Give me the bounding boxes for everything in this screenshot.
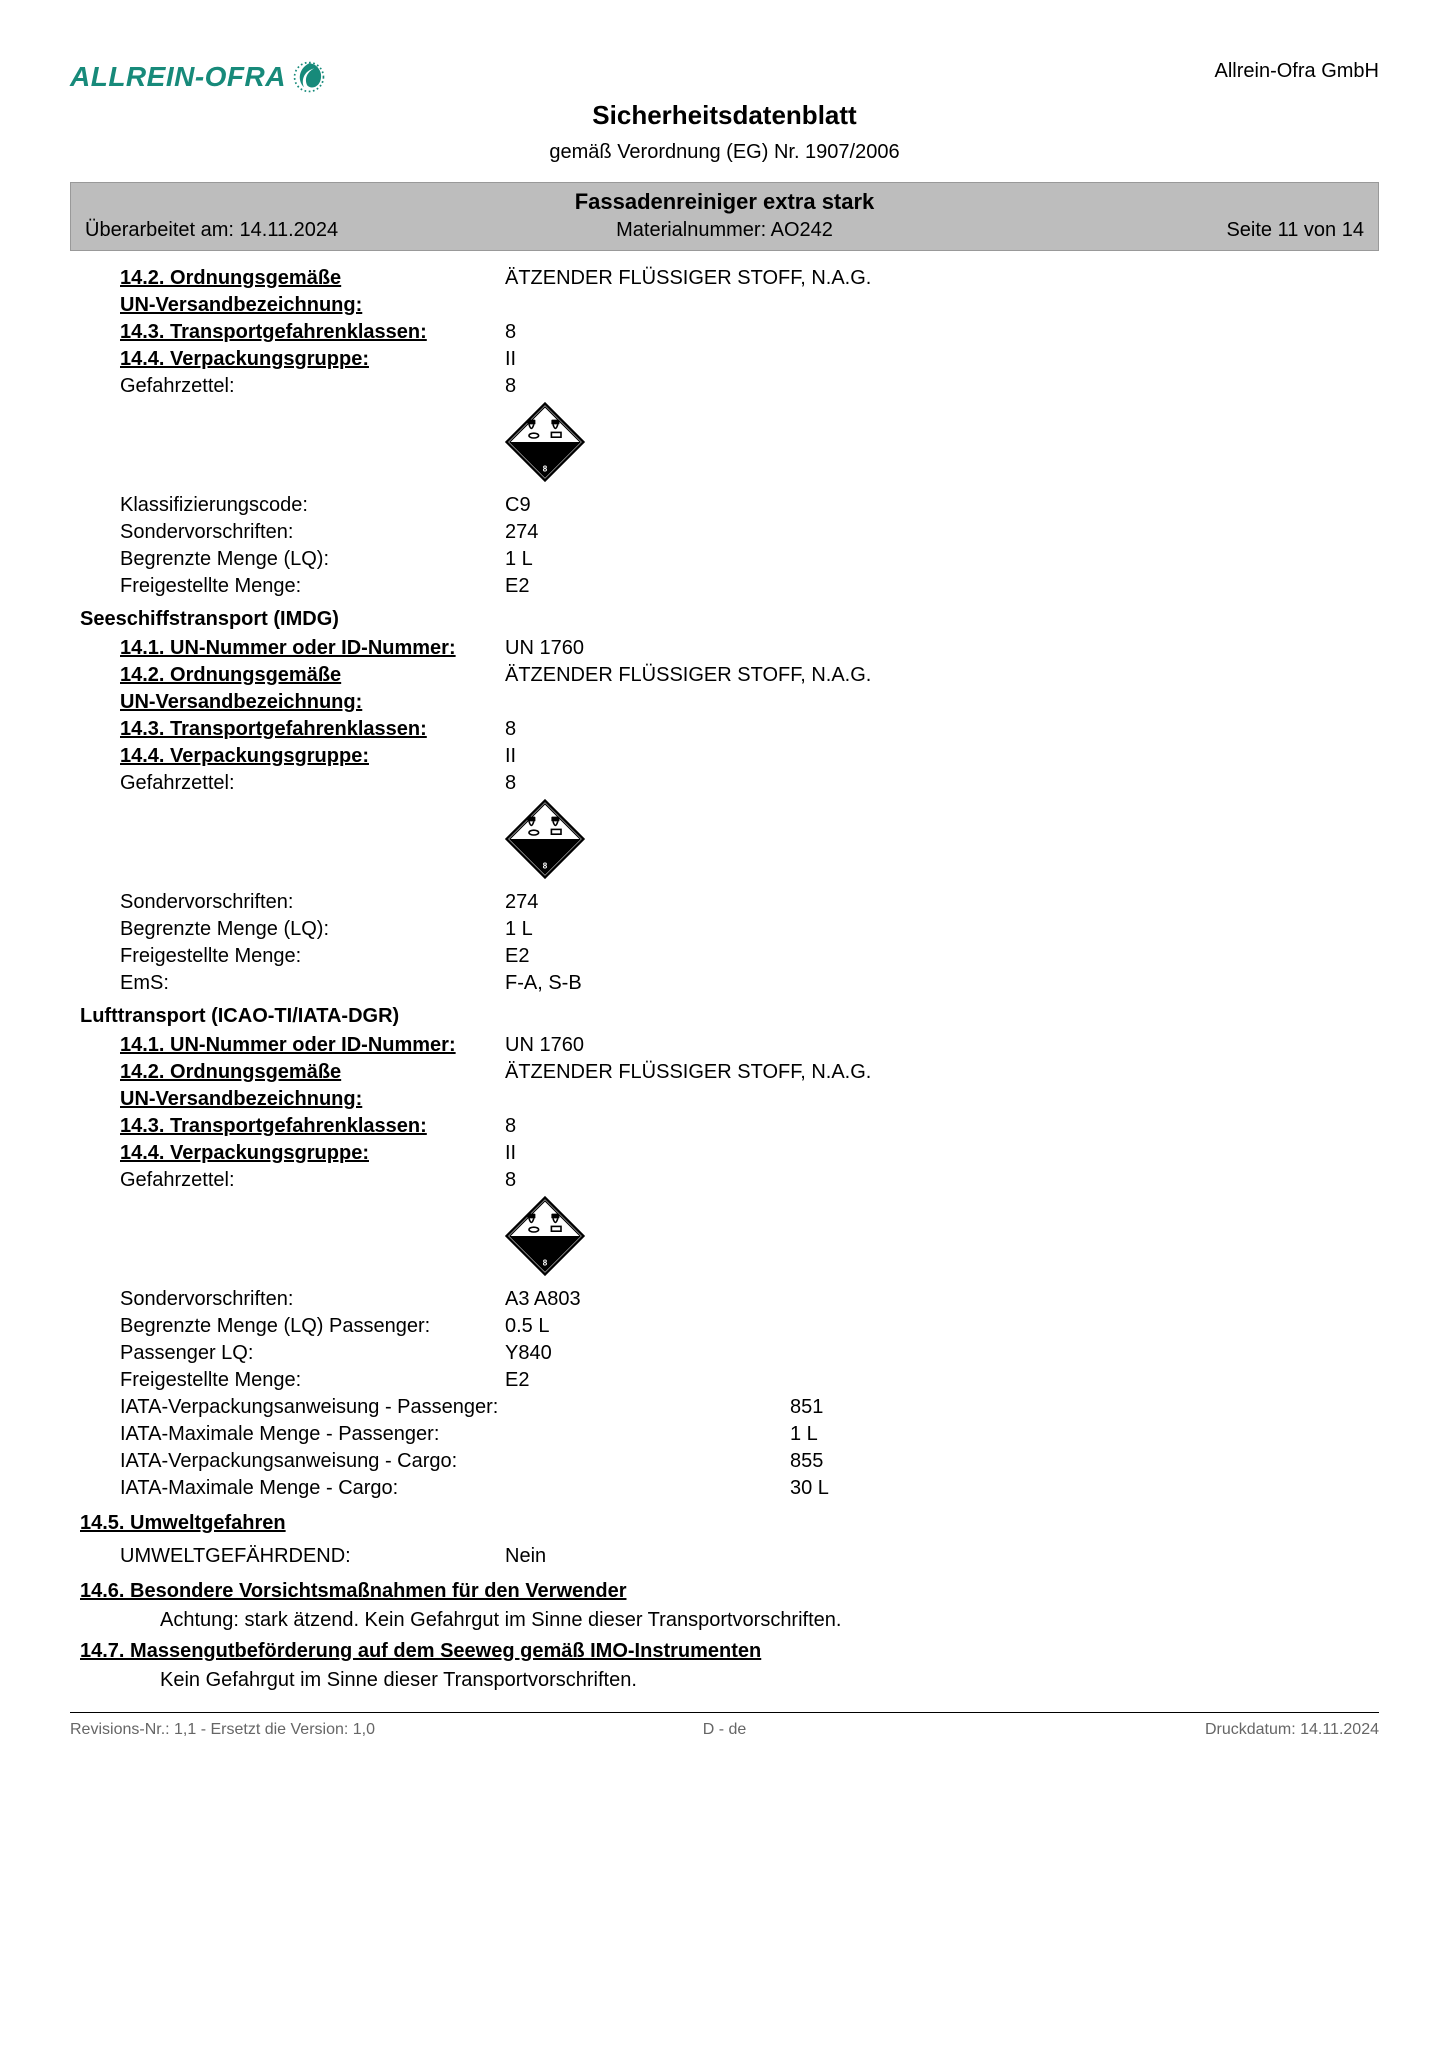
imdg-label-144: 14.4. Verpackungsgruppe: [120, 745, 369, 767]
label-frei: Freigestellte Menge: [70, 573, 505, 600]
revised-date: Überarbeitet am: 14.11.2024 [85, 219, 511, 242]
section-145: 14.5. Umweltgefahren [70, 1510, 1379, 1537]
imdg-value-142: ÄTZENDER FLÜSSIGER STOFF, N.A.G. [505, 662, 1379, 689]
section-icao: Lufttransport (ICAO-TI/IATA-DGR) [70, 1003, 1379, 1030]
icao-value-143: 8 [505, 1113, 1379, 1140]
imdg-value-141: UN 1760 [505, 635, 1379, 662]
imdg-label-141: 14.1. UN-Nummer oder ID-Nummer: [120, 637, 456, 659]
icao-value-plq: Y840 [505, 1340, 1379, 1367]
value-umwelt: Nein [505, 1543, 1379, 1570]
imdg-value-gef: 8 [505, 770, 1379, 797]
imdg-label-sond: Sondervorschriften: [70, 889, 505, 916]
icao-label-frei: Freigestellte Menge: [70, 1367, 505, 1394]
footer-lang: D - de [506, 1721, 942, 1739]
icao-label-imc: IATA-Maximale Menge - Cargo: [70, 1475, 790, 1502]
material-number: Materialnummer: AO242 [511, 219, 937, 242]
icao-value-142: ÄTZENDER FLÜSSIGER STOFF, N.A.G. [505, 1059, 1379, 1086]
icao-label-ivp: IATA-Verpackungsanweisung - Passenger: [70, 1394, 790, 1421]
hazard-8-icon [505, 799, 585, 879]
separator [70, 1712, 1379, 1713]
icao-value-imc: 30 L [790, 1475, 1379, 1502]
value-gefahrzettel: 8 [505, 373, 1379, 400]
note-147: Kein Gefahrgut im Sinne dieser Transport… [70, 1667, 1379, 1694]
hazard-8-icon [505, 1196, 585, 1276]
icao-label-imp: IATA-Maximale Menge - Passenger: [70, 1421, 790, 1448]
imdg-value-143: 8 [505, 716, 1379, 743]
section-imdg: Seeschiffstransport (IMDG) [70, 606, 1379, 633]
icao-value-frei: E2 [505, 1367, 1379, 1394]
note-146: Achtung: stark ätzend. Kein Gefahrgut im… [70, 1607, 1379, 1634]
label-gefahrzettel: Gefahrzettel: [70, 373, 505, 400]
label-umwelt: UMWELTGEFÄHRDEND: [70, 1543, 505, 1570]
imdg-value-144: II [505, 743, 1379, 770]
value-class: C9 [505, 492, 1379, 519]
label-sond: Sondervorschriften: [70, 519, 505, 546]
imdg-value-frei: E2 [505, 943, 1379, 970]
doc-subtitle: gemäß Verordnung (EG) Nr. 1907/2006 [70, 141, 1379, 164]
icao-value-lqp: 0.5 L [505, 1313, 1379, 1340]
content: 14.2. Ordnungsgemäße ÄTZENDER FLÜSSIGER S… [70, 265, 1379, 1694]
icao-label-143: 14.3. Transportgefahrenklassen: [120, 1115, 427, 1137]
page-number: Seite 11 von 14 [938, 219, 1364, 242]
icao-value-imp: 1 L [790, 1421, 1379, 1448]
icao-label-lqp: Begrenzte Menge (LQ) Passenger: [70, 1313, 505, 1340]
label-class: Klassifizierungscode: [70, 492, 505, 519]
imdg-label-143: 14.3. Transportgefahrenklassen: [120, 718, 427, 740]
imdg-label-142b: UN-Versandbezeichnung: [120, 691, 362, 713]
imdg-label-ems: EmS: [70, 970, 505, 997]
label-144: 14.4. Verpackungsgruppe: [120, 348, 369, 370]
logo: ALLREIN-OFRA [70, 60, 326, 94]
label-lq: Begrenzte Menge (LQ): [70, 546, 505, 573]
label-142b: UN-Versandbezeichnung: [120, 294, 362, 316]
icao-label-144: 14.4. Verpackungsgruppe: [120, 1142, 369, 1164]
label-142a: 14.2. Ordnungsgemäße [120, 267, 341, 289]
value-sond: 274 [505, 519, 1379, 546]
icao-label-142a: 14.2. Ordnungsgemäße [120, 1061, 341, 1083]
icao-label-plq: Passenger LQ: [70, 1340, 505, 1367]
value-lq: 1 L [505, 546, 1379, 573]
imdg-value-ems: F-A, S-B [505, 970, 1379, 997]
imdg-label-lq: Begrenzte Menge (LQ): [70, 916, 505, 943]
imdg-label-gef: Gefahrzettel: [70, 770, 505, 797]
icao-value-ivp: 851 [790, 1394, 1379, 1421]
value-frei: E2 [505, 573, 1379, 600]
icao-label-142b: UN-Versandbezeichnung: [120, 1088, 362, 1110]
imdg-value-sond: 274 [505, 889, 1379, 916]
logo-text: ALLREIN-OFRA [70, 61, 286, 93]
icao-label-141: 14.1. UN-Nummer oder ID-Nummer: [120, 1034, 456, 1056]
section-147: 14.7. Massengutbeförderung auf dem Seewe… [70, 1638, 1379, 1665]
icao-value-141: UN 1760 [505, 1032, 1379, 1059]
icao-value-sond: A3 A803 [505, 1286, 1379, 1313]
product-name: Fassadenreiniger extra stark [85, 189, 1364, 215]
footer-revision: Revisions-Nr.: 1,1 - Ersetzt die Version… [70, 1721, 506, 1739]
company-name: Allrein-Ofra GmbH [1215, 60, 1379, 83]
imdg-label-frei: Freigestellte Menge: [70, 943, 505, 970]
leaf-icon [292, 60, 326, 94]
icao-value-144: II [505, 1140, 1379, 1167]
footer: Revisions-Nr.: 1,1 - Ersetzt die Version… [70, 1721, 1379, 1739]
footer-printdate: Druckdatum: 14.11.2024 [943, 1721, 1379, 1739]
value-142: ÄTZENDER FLÜSSIGER STOFF, N.A.G. [505, 265, 1379, 292]
icao-value-gef: 8 [505, 1167, 1379, 1194]
icao-label-gef: Gefahrzettel: [70, 1167, 505, 1194]
hazard-8-icon [505, 402, 585, 482]
label-143: 14.3. Transportgefahrenklassen: [120, 321, 427, 343]
doc-title: Sicherheitsdatenblatt [70, 100, 1379, 131]
icao-label-sond: Sondervorschriften: [70, 1286, 505, 1313]
icao-label-ivc: IATA-Verpackungsanweisung - Cargo: [70, 1448, 790, 1475]
header-box: Fassadenreiniger extra stark Überarbeite… [70, 182, 1379, 251]
imdg-value-lq: 1 L [505, 916, 1379, 943]
imdg-label-142a: 14.2. Ordnungsgemäße [120, 664, 341, 686]
value-144: II [505, 346, 1379, 373]
value-143: 8 [505, 319, 1379, 346]
section-146: 14.6. Besondere Vorsichtsmaßnahmen für d… [70, 1578, 1379, 1605]
icao-value-ivc: 855 [790, 1448, 1379, 1475]
